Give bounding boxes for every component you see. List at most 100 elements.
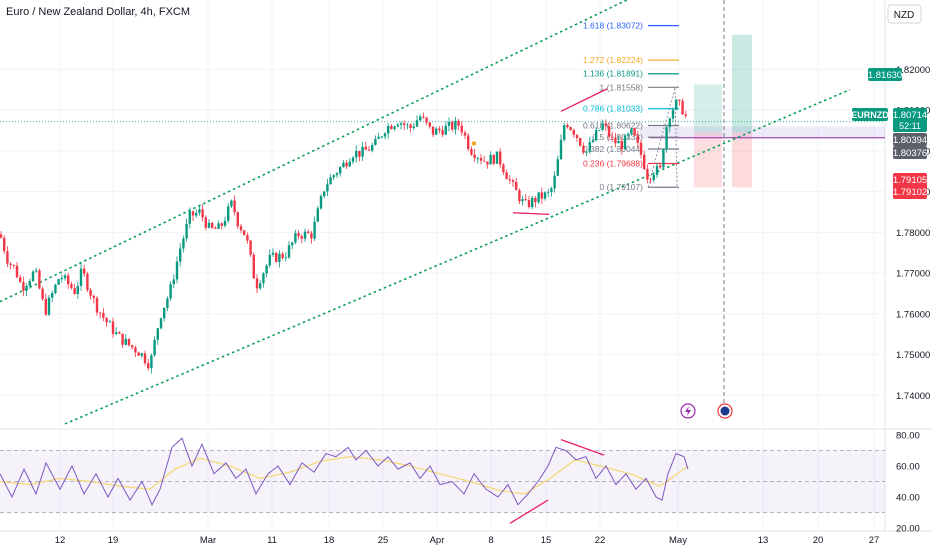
time-tick-label: 15 (541, 535, 552, 546)
loss-zone-b (732, 132, 752, 188)
candle-body (595, 130, 598, 141)
fib-level-label: 1.136 (1.81891) (583, 69, 643, 79)
bid-price-tag: 1.80376 (893, 146, 927, 159)
candle-body (233, 200, 236, 213)
candle-body (281, 253, 284, 258)
candle-body (204, 217, 207, 228)
candle-body (646, 169, 649, 180)
divergence-annotations[interactable] (471, 88, 608, 524)
fib-level-label: 0.786 (1.81033) (583, 104, 643, 114)
candle-body (236, 212, 239, 227)
rsi-band (0, 450, 885, 513)
candle-body (412, 126, 415, 129)
candle-body (681, 100, 684, 115)
fib-extension[interactable]: 1.618 (1.83072) 1.272 (1.82224) 1.136 (1.8… (583, 21, 679, 193)
candle-body (409, 124, 412, 129)
candle-body (70, 284, 73, 289)
divergence-price-high[interactable] (560, 88, 608, 112)
candle-body (492, 155, 495, 164)
channel-upper-line[interactable] (0, 0, 648, 303)
candle-body (3, 237, 6, 252)
candle-body (358, 150, 361, 157)
candle-body (383, 133, 387, 137)
candle-body (163, 307, 166, 319)
candle-body (220, 223, 223, 226)
channel-lower-line[interactable] (64, 88, 851, 425)
candle-body (284, 257, 287, 259)
flag-event-icon[interactable] (717, 403, 733, 419)
candle-body (259, 283, 262, 289)
candle-body (540, 192, 543, 199)
candle-body (543, 192, 547, 199)
price-tick-label: 1.82000 (896, 65, 930, 76)
grid (0, 0, 932, 532)
candle-body (527, 200, 531, 208)
candle-body (54, 284, 57, 294)
candle-body (643, 154, 646, 170)
fib-level-label: 0.618 (1.80622) (583, 120, 643, 130)
candle-body (239, 226, 243, 231)
divergence-rsi-high[interactable] (560, 439, 605, 456)
candle-body (534, 197, 537, 203)
candle-body (518, 190, 521, 202)
tp-price-tag: 1.81630 (868, 68, 902, 81)
candles (0, 98, 687, 374)
stop-price-tag: 1.79105 1.79102 (893, 173, 927, 199)
candle-body (134, 347, 137, 353)
time-tick-label: 18 (324, 535, 335, 546)
time-tick-label: May (669, 535, 687, 546)
candle-body (511, 180, 515, 182)
candle-body (531, 197, 534, 208)
lightning-icon[interactable] (680, 403, 696, 419)
trend-channel[interactable] (0, 0, 851, 425)
candle-body (447, 121, 451, 126)
candle-body (553, 175, 556, 189)
candle-body (28, 281, 31, 286)
candle-body (678, 99, 681, 101)
candle-body (684, 114, 687, 116)
candle-body (499, 151, 502, 165)
candle-body (169, 284, 172, 299)
candle-body (86, 273, 89, 291)
rsi-tick-label: 40.00 (896, 493, 920, 504)
candle-body (377, 136, 380, 139)
candle-body (367, 149, 371, 151)
candle-body (319, 196, 323, 209)
candle-body (198, 209, 201, 213)
candle-body (25, 285, 28, 291)
candle-body (108, 321, 111, 323)
marker-dot[interactable] (471, 141, 477, 146)
candle-body (332, 175, 335, 178)
svg-text:1.79102: 1.79102 (893, 187, 927, 198)
fib-level-label: 1.618 (1.83072) (583, 21, 643, 31)
price-tick-label: 1.77000 (896, 269, 930, 280)
candle-body (323, 191, 326, 197)
candle-body (172, 279, 175, 285)
candle-body (611, 136, 614, 138)
candle-body (326, 184, 329, 192)
candle-body (630, 128, 633, 134)
candle-body (63, 275, 67, 279)
divergence-rsi-low[interactable] (509, 499, 549, 524)
time-tick-label: 12 (55, 535, 66, 546)
candle-body (127, 338, 131, 346)
candle-body (371, 144, 374, 151)
currency-box[interactable] (887, 4, 922, 24)
price-tick-label: 1.78000 (896, 228, 930, 239)
price-tick-label: 1.76000 (896, 309, 930, 320)
candle-body (495, 151, 499, 164)
candle-body (121, 333, 124, 345)
candle-body (441, 130, 444, 135)
candle-body (102, 312, 105, 318)
divergence-price-low[interactable] (512, 212, 550, 216)
candle-body (355, 150, 358, 158)
profit-zone-a (694, 84, 722, 133)
candle-body (457, 120, 460, 126)
candle-body (431, 126, 435, 135)
candle-body (92, 295, 95, 298)
candle-body (143, 353, 147, 364)
rsi-tick-label: 80.00 (896, 431, 920, 442)
candle-body (137, 352, 140, 356)
candle-body (351, 157, 355, 162)
